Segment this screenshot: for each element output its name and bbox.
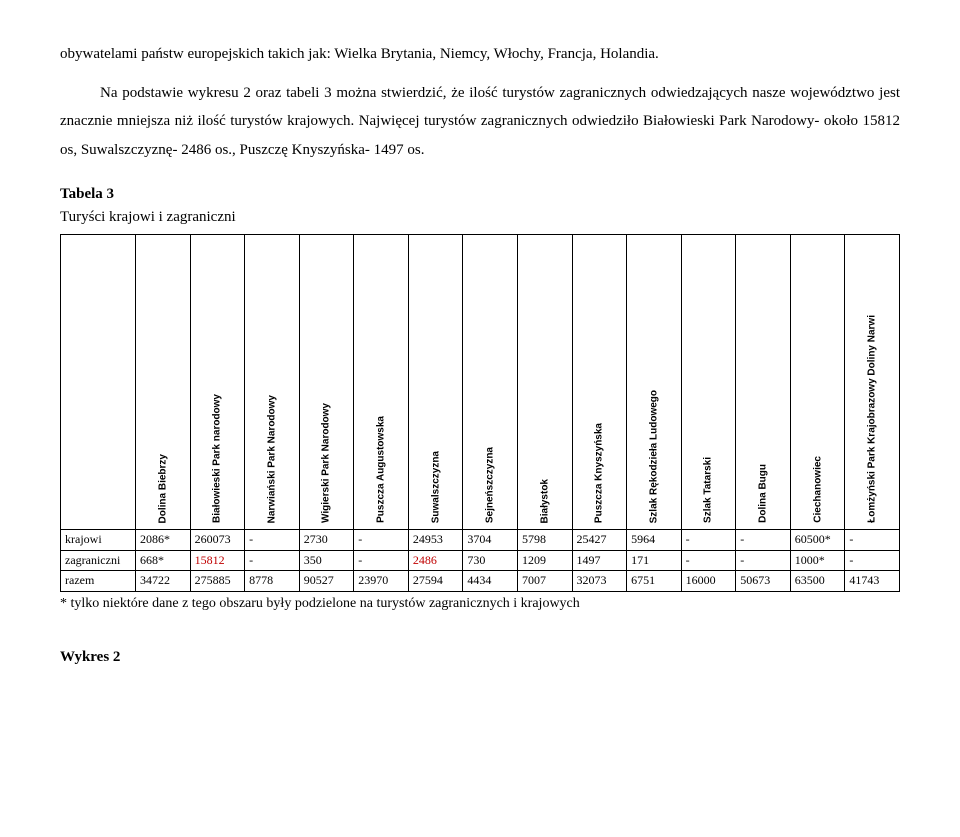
table-header-row: Dolina Biebrzy Białowieski Park narodowy N… xyxy=(61,235,900,530)
table-cell: 24953 xyxy=(408,530,463,551)
table-row: razem34722275885877890527239702759444347… xyxy=(61,571,900,592)
table-note: * tylko niektóre dane z tego obszaru był… xyxy=(60,594,900,614)
data-table: Dolina Biebrzy Białowieski Park narodowy N… xyxy=(60,234,900,592)
column-header: Dolina Bugu xyxy=(736,235,791,530)
column-header: Ciechanowiec xyxy=(790,235,845,530)
table-cell: - xyxy=(245,530,300,551)
table-cell: - xyxy=(845,550,900,571)
column-header: Białowieski Park narodowy xyxy=(190,235,245,530)
column-label: Szlak Tatarski xyxy=(699,457,718,523)
column-label: Sejneńszczyzna xyxy=(481,447,500,523)
table-body: krajowi2086*260073-2730-2495337045798254… xyxy=(61,530,900,592)
table-cell: 3704 xyxy=(463,530,518,551)
column-header: Szlak Tatarski xyxy=(681,235,736,530)
table-cell: 2730 xyxy=(299,530,354,551)
column-label: Wigierski Park Narodowy xyxy=(317,403,336,523)
paragraph-1: obywatelami państw europejskich takich j… xyxy=(60,40,900,69)
column-label: Białystok xyxy=(535,479,554,523)
table-cell: 90527 xyxy=(299,571,354,592)
column-header: Szlak Rękodzieła Ludowego xyxy=(627,235,682,530)
table-cell: 15812 xyxy=(190,550,245,571)
table-cell: - xyxy=(845,530,900,551)
column-header: Suwalszczyzna xyxy=(408,235,463,530)
table-cell: 2086* xyxy=(136,530,191,551)
table-cell: 2486 xyxy=(408,550,463,571)
table-cell: 350 xyxy=(299,550,354,571)
column-label: Łomżyński Park Krajobrazowy Doliny Narwi xyxy=(863,315,882,523)
table-cell: 25427 xyxy=(572,530,627,551)
table-cell: - xyxy=(736,530,791,551)
column-header: Białystok xyxy=(517,235,572,530)
table-cell: 60500* xyxy=(790,530,845,551)
table-cell: 730 xyxy=(463,550,518,571)
table-cell: - xyxy=(354,550,409,571)
column-header: Puszcza Knyszyńska xyxy=(572,235,627,530)
column-header: Narwiański Park Narodowy xyxy=(245,235,300,530)
paragraph-2: Na podstawie wykresu 2 oraz tabeli 3 moż… xyxy=(60,79,900,165)
row-label: razem xyxy=(61,571,136,592)
table-cell: 171 xyxy=(627,550,682,571)
row-label: zagraniczni xyxy=(61,550,136,571)
table-cell: 4434 xyxy=(463,571,518,592)
table-title: Tabela 3 xyxy=(60,184,900,205)
row-label: krajowi xyxy=(61,530,136,551)
table-cell: 63500 xyxy=(790,571,845,592)
column-label: Szlak Rękodzieła Ludowego xyxy=(644,390,663,523)
table-cell: 1000* xyxy=(790,550,845,571)
column-label: Narwiański Park Narodowy xyxy=(262,395,281,523)
column-label: Ciechanowiec xyxy=(808,456,827,523)
table-cell: 32073 xyxy=(572,571,627,592)
table-cell: 6751 xyxy=(627,571,682,592)
table-cell: 16000 xyxy=(681,571,736,592)
table-row: krajowi2086*260073-2730-2495337045798254… xyxy=(61,530,900,551)
column-header: Wigierski Park Narodowy xyxy=(299,235,354,530)
column-label: Puszcza Knyszyńska xyxy=(590,423,609,523)
table-cell: - xyxy=(354,530,409,551)
column-label: Dolina Biebrzy xyxy=(153,454,172,523)
table-cell: 668* xyxy=(136,550,191,571)
column-label: Suwalszczyzna xyxy=(426,451,445,523)
table-cell: 1497 xyxy=(572,550,627,571)
table-cell: - xyxy=(681,550,736,571)
header-empty xyxy=(61,235,136,530)
table-cell: 50673 xyxy=(736,571,791,592)
table-subtitle: Turyści krajowi i zagraniczni xyxy=(60,207,900,228)
column-header: Dolina Biebrzy xyxy=(136,235,191,530)
column-header: Sejneńszczyzna xyxy=(463,235,518,530)
table-cell: 260073 xyxy=(190,530,245,551)
table-cell: - xyxy=(736,550,791,571)
column-label: Białowieski Park narodowy xyxy=(208,394,227,523)
column-label: Puszcza Augustowska xyxy=(372,416,391,523)
table-cell: 5798 xyxy=(517,530,572,551)
wykres-label: Wykres 2 xyxy=(60,643,900,672)
table-cell: - xyxy=(245,550,300,571)
table-cell: 34722 xyxy=(136,571,191,592)
table-cell: 7007 xyxy=(517,571,572,592)
table-cell: 27594 xyxy=(408,571,463,592)
column-header: Łomżyński Park Krajobrazowy Doliny Narwi xyxy=(845,235,900,530)
table-cell: 1209 xyxy=(517,550,572,571)
table-row: zagraniczni668*15812-350-248673012091497… xyxy=(61,550,900,571)
table-cell: 5964 xyxy=(627,530,682,551)
table-cell: 8778 xyxy=(245,571,300,592)
column-label: Dolina Bugu xyxy=(753,464,772,523)
table-cell: 41743 xyxy=(845,571,900,592)
column-header: Puszcza Augustowska xyxy=(354,235,409,530)
table-cell: - xyxy=(681,530,736,551)
table-cell: 23970 xyxy=(354,571,409,592)
table-cell: 275885 xyxy=(190,571,245,592)
